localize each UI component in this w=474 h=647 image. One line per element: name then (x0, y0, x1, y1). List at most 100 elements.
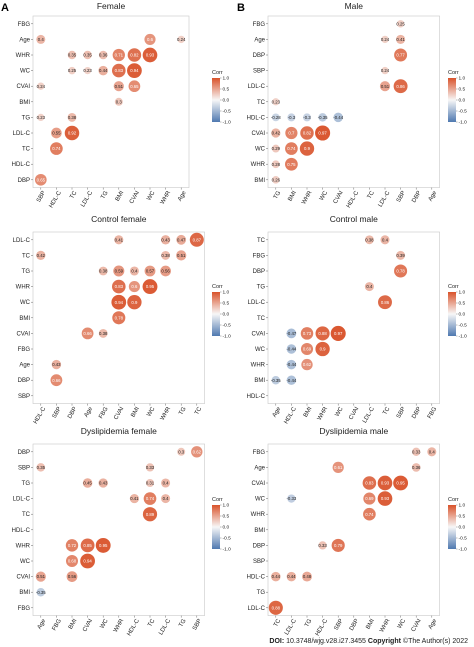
corr-circle (333, 112, 343, 123)
corr-value-label: 0.44 (287, 574, 296, 579)
row-label: HDL-C (247, 575, 266, 581)
col-label: LDL-C (378, 190, 392, 209)
col-label: TC (382, 406, 392, 417)
corr-circle (396, 34, 406, 44)
copyright-text: ©The Author(s) 2022 (402, 638, 468, 645)
corr-circle (377, 491, 393, 506)
heatmap-panel: Control femaleLDL-CTCTGWHRWCBMICVAIFBGAg… (13, 214, 231, 425)
corr-circle (301, 358, 313, 371)
row-label: HDL-C (12, 162, 31, 168)
corr-value-label: 0.48 (303, 574, 312, 579)
corr-circle (177, 447, 186, 456)
corr-circle (142, 279, 158, 295)
corr-circle (51, 359, 62, 370)
row-label: CVAI (251, 331, 265, 337)
corr-value-label: -0.44 (333, 115, 343, 120)
corr-value-label: 0.23 (272, 99, 281, 104)
corr-value-label: 0.68 (68, 559, 77, 564)
corr-value-label: 0.78 (396, 269, 405, 274)
corr-circle (268, 600, 283, 615)
corr-value-label: 0.74 (146, 496, 155, 501)
corr-value-label: 0.9 (131, 300, 138, 305)
col-label: TG (178, 618, 188, 629)
corr-value-label: 0.89 (146, 512, 155, 517)
corr-circle (380, 235, 390, 245)
corr-circle (285, 142, 298, 155)
col-label: DBP (411, 406, 422, 420)
row-label: TG (22, 269, 31, 275)
col-label: TC (147, 618, 157, 629)
corr-value-label: 0.56 (68, 574, 77, 579)
col-label: BMI (130, 406, 141, 419)
corr-circle (112, 279, 126, 294)
legend-tick-label: 0.0 (223, 525, 230, 531)
corr-value-label: 0.39 (396, 253, 405, 258)
corr-value-label: 0.82 (303, 131, 312, 136)
corr-circle (111, 294, 127, 310)
corr-value-label: 0.24 (381, 37, 390, 42)
corr-value-label: -0.44 (287, 362, 297, 367)
corr-value-label: 0.23 (83, 68, 92, 73)
corr-circle (315, 125, 331, 141)
corr-circle (142, 47, 158, 63)
corr-circle (318, 541, 327, 550)
col-label: TG (273, 190, 283, 201)
corr-circle (315, 341, 330, 357)
corr-value-label: 0.74 (287, 146, 296, 151)
row-label: TC (257, 100, 266, 106)
corr-circle (113, 81, 124, 92)
col-label: Age (37, 618, 48, 631)
corr-value-label: 0.6 (131, 284, 138, 289)
row-label: TC (257, 238, 266, 244)
row-label: SBP (253, 559, 265, 565)
corr-circle (67, 50, 77, 60)
corr-value-label: 0.83 (365, 481, 374, 486)
panel-title: Female (97, 1, 126, 11)
corr-circle (287, 113, 296, 122)
corr-circle (112, 48, 125, 62)
corr-value-label: -0.3 (303, 115, 311, 120)
corr-circle (145, 463, 155, 472)
corr-value-label: 0.83 (115, 68, 124, 73)
corr-circle (127, 48, 142, 62)
col-label: WC (100, 618, 111, 630)
row-label: FBG (253, 22, 266, 28)
corr-circle (36, 463, 46, 472)
legend-tick-label: 0.5 (459, 87, 466, 93)
corr-circle (176, 250, 187, 261)
corr-circle (98, 50, 108, 60)
corr-value-label: 0.47 (177, 237, 186, 242)
corr-circle (36, 34, 46, 44)
corr-value-label: -0.28 (271, 115, 281, 120)
corr-value-label: 0.57 (146, 269, 155, 274)
legend-tick-label: 0.5 (223, 87, 230, 93)
corr-circle (112, 63, 126, 78)
corr-value-label: 0.3 (116, 99, 123, 104)
col-label: TC (367, 190, 377, 201)
col-label: BMI (365, 618, 376, 631)
corr-value-label: 0.41 (130, 496, 139, 501)
legend-colorbar (448, 292, 456, 336)
col-label: HDL-C (315, 618, 330, 637)
corr-value-label: 0.38 (365, 237, 374, 242)
corr-value-label: 0.71 (115, 53, 124, 58)
col-label: TC (194, 406, 204, 417)
row-label: TC (257, 316, 266, 322)
corr-circle (66, 571, 78, 582)
corr-circle (300, 126, 314, 140)
corr-value-label: -0.35 (318, 115, 328, 120)
corr-circle (381, 35, 389, 44)
corr-circle (394, 48, 408, 62)
row-label: WHR (16, 285, 31, 291)
corr-value-label: 0.66 (52, 378, 61, 383)
corr-value-label: 0.25 (68, 68, 77, 73)
corr-value-label: 0.65 (37, 177, 46, 182)
corr-value-label: -0.47 (287, 331, 297, 336)
legend-tick-label: 1.0 (459, 503, 466, 509)
legend-title: Corr (448, 284, 459, 290)
legend-tick-label: 0.5 (459, 301, 466, 307)
col-label: Age (177, 190, 188, 203)
row-label: LDL-C (13, 131, 31, 137)
row-label: HDL-C (247, 115, 266, 121)
legend-tick-label: 0.0 (459, 312, 466, 318)
